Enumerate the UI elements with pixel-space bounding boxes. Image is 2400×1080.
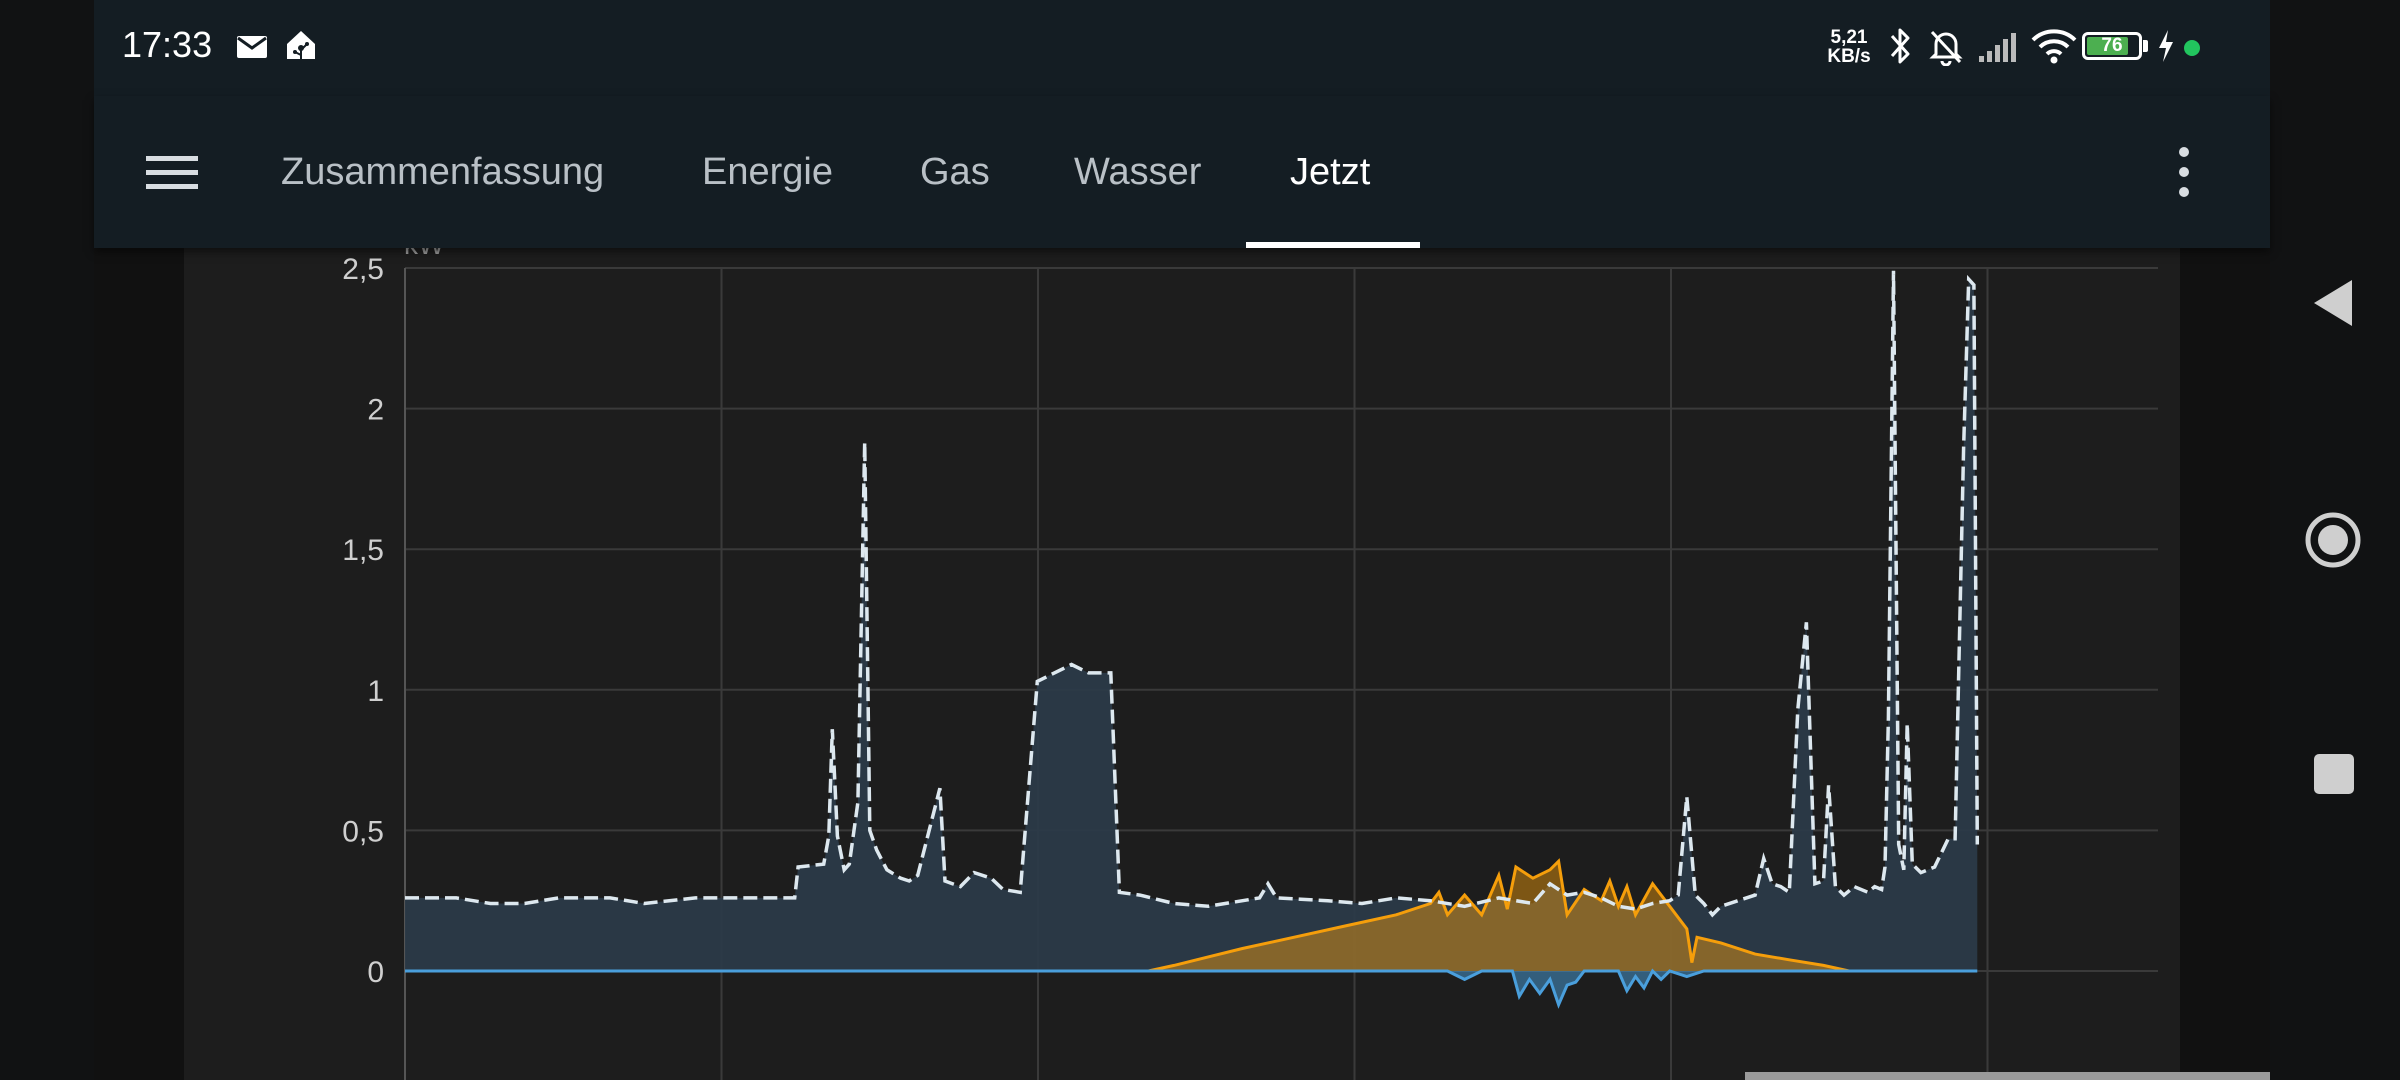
- app-window: 17:33 5,21 KB/s: [94, 0, 2270, 1080]
- more-options-icon[interactable]: [2174, 146, 2194, 198]
- battery-level: 76: [2101, 35, 2123, 56]
- power-chart-card: 2,521,510,50 kW: [184, 200, 2180, 1080]
- top-toolbar: Zusammenfassung Energie Gas Wasser Jetzt: [94, 96, 2270, 248]
- grid-return-area: [405, 971, 1978, 1005]
- charging-icon: [2159, 30, 2173, 62]
- y-tick-label: 2,5: [342, 253, 384, 286]
- signal-icon: [1979, 33, 2016, 62]
- y-tick-label: 1: [367, 675, 384, 708]
- home-icon[interactable]: [2304, 511, 2362, 569]
- battery-fill: [2087, 37, 2129, 55]
- chart-areas: [405, 270, 1980, 1009]
- net-speed: 5,21 KB/s: [1826, 28, 1872, 66]
- clock: 17:33: [122, 24, 213, 65]
- net-speed-value: 5,21: [1830, 27, 1868, 48]
- home-assistant-icon: [287, 31, 315, 59]
- tab-wasser[interactable]: Wasser: [1074, 151, 1202, 193]
- mail-icon: [237, 36, 267, 58]
- back-icon[interactable]: [2312, 278, 2354, 328]
- menu-icon[interactable]: [146, 154, 198, 192]
- consumption-line: [405, 270, 1980, 918]
- bell-off-icon: [1929, 30, 1963, 66]
- battery-tip: [2143, 40, 2148, 52]
- recents-icon[interactable]: [2314, 754, 2354, 794]
- active-tab-indicator: [1246, 242, 1420, 248]
- y-tick-label: 1,5: [342, 534, 384, 567]
- chart-y-ticks: 2,5 2 1,5 1 0,5 0: [342, 253, 384, 989]
- green-dot-icon: [2184, 40, 2200, 56]
- tab-gas[interactable]: Gas: [920, 151, 990, 193]
- battery-icon: 76: [2082, 32, 2142, 60]
- wifi-icon: [2031, 29, 2077, 64]
- grid-return-line: [405, 968, 1978, 1009]
- tab-jetzt[interactable]: Jetzt: [1290, 151, 1371, 193]
- power-chart: 2,521,510,50 kW: [342, 229, 2158, 1080]
- bluetooth-icon: [1890, 28, 1910, 64]
- tab-energie[interactable]: Energie: [702, 151, 833, 193]
- net-speed-unit: KB/s: [1827, 46, 1871, 67]
- solar-line: [1148, 858, 1850, 973]
- y-tick-label: 0: [367, 956, 384, 989]
- tab-zusammenfassung[interactable]: Zusammenfassung: [281, 151, 605, 193]
- consumption-area: [405, 270, 1978, 971]
- y-tick-label: 2: [367, 394, 384, 427]
- horizontal-scrollbar[interactable]: [1745, 1072, 2270, 1080]
- status-bar: 17:33 5,21 KB/s: [94, 0, 2270, 96]
- solar-area: [1148, 861, 1850, 971]
- y-tick-label: 0,5: [342, 815, 384, 848]
